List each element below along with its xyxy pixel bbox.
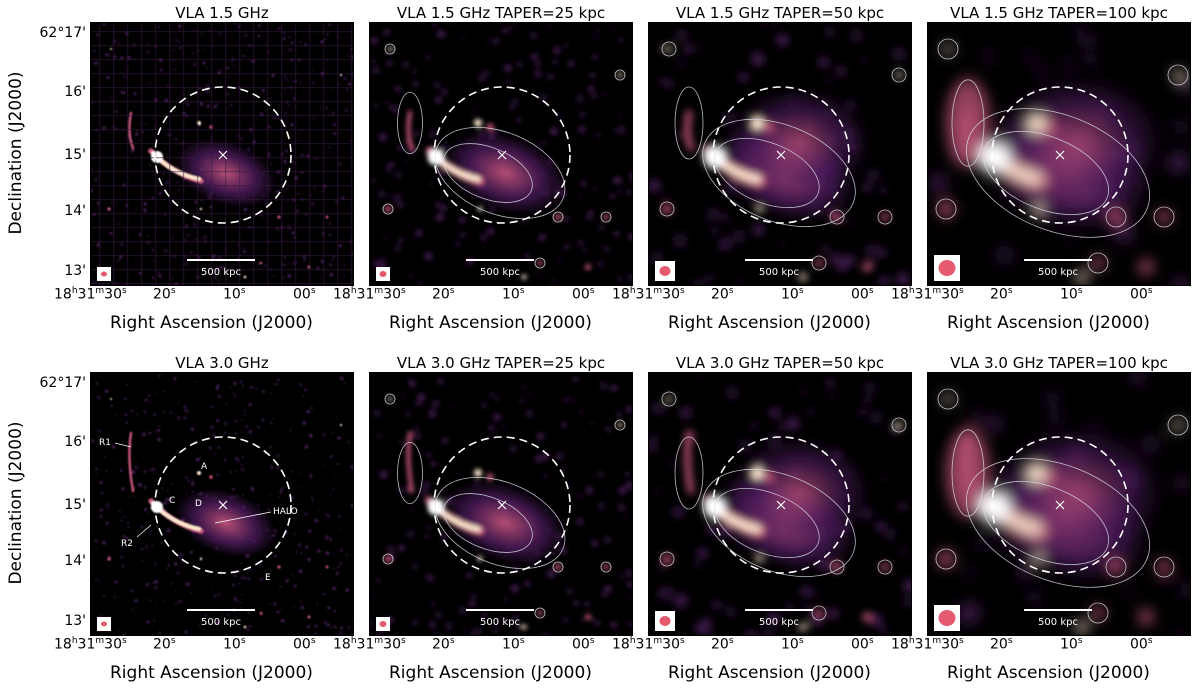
xtick-r2c2-0: 20s [432,636,455,653]
image-panel-r1c1: 500 kpc [90,22,354,286]
radio-image: 500 kpc [928,373,1190,635]
xtick-first-r1c4: 18h31m30s [891,286,964,303]
xtick-r1c1-1: 10s [223,286,246,303]
image-panel-r1c3: 500 kpc [648,22,912,286]
ytick-r1-2: 15' [64,147,86,163]
radio-image: 500 kpc [91,23,353,285]
radio-image: 500 kpc [928,23,1190,285]
scale-bar-label: 500 kpc [759,617,799,628]
annotation-r2: R2 [121,539,133,549]
radio-image: 500 kpc [649,373,911,635]
x-axis-label-r2c2: Right Ascension (J2000) [389,663,592,683]
annotation-c: C [169,496,175,506]
xtick-r2c3-1: 10s [781,636,804,653]
scale-bar-label: 500 kpc [201,617,241,628]
radio-image: 500 kpc R1 A C D HALO R2 E [91,373,353,635]
annotation-e: E [265,573,271,583]
contours [382,393,626,619]
xtick-r1c2-2: 00s [572,286,595,303]
image-panel-r1c2: 500 kpc [369,22,633,286]
panel-title-r1c1: VLA 1.5 GHz [175,4,269,22]
ytick-r2-2: 15' [64,497,86,513]
x-axis-label-r2c4: Right Ascension (J2000) [947,663,1150,683]
ytick-r1-1: 16' [64,84,86,100]
ytick-r1-3: 14' [64,203,86,219]
annotation-halo: HALO [273,507,298,517]
ytick-r1-0: 62°17' [39,25,86,41]
x-axis-label-r2c3: Right Ascension (J2000) [668,663,871,683]
ytick-r2-4: 13' [64,613,86,629]
xtick-r2c2-1: 10s [502,636,525,653]
x-axis-label-r1c3: Right Ascension (J2000) [668,313,871,333]
annotation-a: A [201,462,208,472]
scale-bar-label: 500 kpc [1038,267,1078,278]
xtick-first-r1c3: 18h31m30s [612,286,685,303]
ytick-r2-0: 62°17' [39,375,86,391]
xtick-r2c4-2: 00s [1130,636,1153,653]
xtick-first-r2c1: 18h31m30s [54,636,127,653]
xtick-r2c3-2: 00s [851,636,874,653]
xtick-first-r1c2: 18h31m30s [333,286,406,303]
scale-bar-label: 500 kpc [759,267,799,278]
xtick-r2c3-0: 20s [711,636,734,653]
xtick-r1c2-0: 20s [432,286,455,303]
panel-title-r2c1: VLA 3.0 GHz [175,354,269,372]
image-panel-r1c4: 500 kpc [927,22,1191,286]
panel-title-r1c3: VLA 1.5 GHz TAPER=50 kpc [675,4,885,22]
xtick-first-r2c3: 18h31m30s [612,636,685,653]
image-panel-r2c2: 500 kpc [369,372,633,636]
ytick-r1-4: 13' [64,263,86,279]
xtick-r2c4-1: 10s [1060,636,1083,653]
xtick-r1c3-1: 10s [781,286,804,303]
panel-title-r2c2: VLA 3.0 GHz TAPER=25 kpc [396,354,606,372]
panel-title-r2c3: VLA 3.0 GHz TAPER=50 kpc [675,354,885,372]
xtick-r1c3-0: 20s [711,286,734,303]
xtick-first-r2c2: 18h31m30s [333,636,406,653]
x-axis-label-r2c1: Right Ascension (J2000) [110,663,313,683]
ytick-r2-1: 16' [64,434,86,450]
panel-title-r1c2: VLA 1.5 GHz TAPER=25 kpc [396,4,606,22]
xtick-r2c4-0: 20s [990,636,1013,653]
annotation-d: D [195,499,202,509]
xtick-r1c1-0: 20s [153,286,176,303]
xtick-r2c1-1: 10s [223,636,246,653]
xtick-r1c4-0: 20s [990,286,1013,303]
x-axis-label-r1c1: Right Ascension (J2000) [110,313,313,333]
panel-title-r1c4: VLA 1.5 GHz TAPER=100 kpc [950,4,1168,22]
xtick-first-r2c4: 18h31m30s [891,636,964,653]
xtick-r2c2-2: 00s [572,636,595,653]
xtick-first-r1c1: 18h31m30s [54,286,127,303]
contours [659,391,907,621]
scale-bar-label: 500 kpc [201,267,241,278]
scale-bar-label: 500 kpc [480,267,520,278]
scale-bar-label: 500 kpc [480,617,520,628]
radio-image: 500 kpc [370,23,632,285]
contours [659,41,907,271]
xtick-r1c2-1: 10s [502,286,525,303]
radio-image: 500 kpc [649,23,911,285]
x-axis-label-r1c2: Right Ascension (J2000) [389,313,592,333]
image-panel-r2c3: 500 kpc [648,372,912,636]
xtick-r1c1-2: 00s [293,286,316,303]
xtick-r1c4-1: 10s [1060,286,1083,303]
xtick-r2c1-2: 00s [293,636,316,653]
image-panel-r2c1: 500 kpc R1 A C D HALO R2 E [90,372,354,636]
y-axis-label-row1: Declination (J2000) [6,71,26,235]
xtick-r1c3-2: 00s [851,286,874,303]
scale-bar-label: 500 kpc [1038,617,1078,628]
x-axis-label-r1c4: Right Ascension (J2000) [947,313,1150,333]
image-panel-r2c4: 500 kpc [927,372,1191,636]
xtick-r1c4-2: 00s [1130,286,1153,303]
radio-image: 500 kpc [370,373,632,635]
xtick-r2c1-0: 20s [153,636,176,653]
y-axis-label-row2: Declination (J2000) [6,421,26,585]
annotation-r1: R1 [99,438,111,448]
panel-title-r2c4: VLA 3.0 GHz TAPER=100 kpc [950,354,1168,372]
contours [935,38,1189,274]
ytick-r2-3: 14' [64,553,86,569]
contours [382,43,626,269]
contours [935,388,1189,624]
